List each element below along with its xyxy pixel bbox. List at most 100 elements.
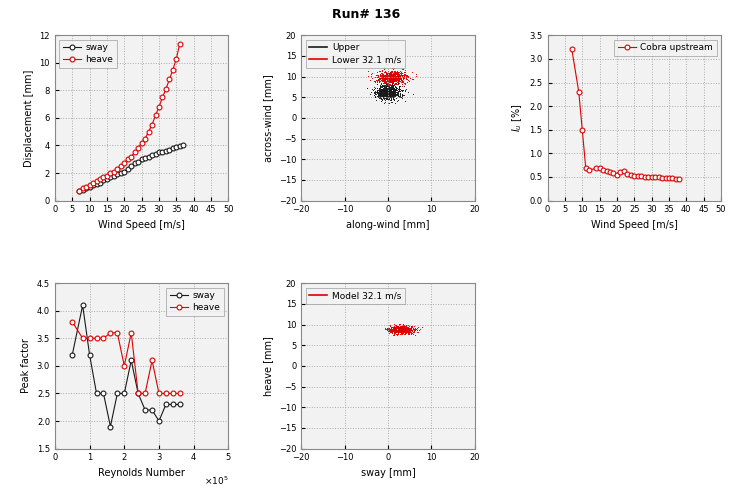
Point <box>386 74 397 82</box>
Point <box>378 90 390 98</box>
Point <box>374 90 386 98</box>
Point <box>392 325 403 333</box>
Point <box>386 325 397 333</box>
Point <box>385 68 397 76</box>
Point <box>373 77 385 85</box>
Point <box>383 324 395 332</box>
Point <box>379 68 391 76</box>
Point <box>393 75 405 83</box>
Point <box>383 74 395 82</box>
Point <box>378 87 390 95</box>
Point <box>400 326 411 334</box>
Point <box>378 84 390 92</box>
Point <box>390 70 402 78</box>
Point <box>389 325 401 333</box>
Point <box>388 87 400 95</box>
Point <box>385 73 397 81</box>
Point <box>386 326 398 334</box>
Point <box>389 74 401 82</box>
Point <box>379 87 391 95</box>
Point <box>386 72 398 80</box>
Point <box>382 89 394 97</box>
Y-axis label: $I_u$ [%]: $I_u$ [%] <box>510 104 524 132</box>
Point <box>389 72 401 80</box>
Point <box>389 77 400 85</box>
Point <box>370 71 381 79</box>
Point <box>391 76 403 84</box>
Point <box>388 328 400 336</box>
Point <box>386 93 398 101</box>
Point <box>387 83 399 91</box>
Point <box>398 72 410 80</box>
Point <box>373 84 384 92</box>
Point <box>377 93 389 101</box>
Point <box>388 76 400 84</box>
Point <box>389 323 400 331</box>
Point <box>379 90 391 98</box>
Point <box>392 73 403 81</box>
Point <box>377 91 389 99</box>
Point <box>383 71 395 79</box>
Point <box>394 71 406 79</box>
Point <box>389 87 400 95</box>
Point <box>395 75 407 83</box>
Point <box>390 325 402 333</box>
Point <box>372 71 384 79</box>
Point <box>379 87 391 95</box>
Point <box>391 70 403 78</box>
Point <box>387 327 399 335</box>
Point <box>402 324 414 332</box>
Point <box>374 91 386 99</box>
Point <box>387 324 399 332</box>
Point <box>392 84 403 92</box>
Point <box>383 92 395 100</box>
Point <box>383 87 395 95</box>
Point <box>381 71 392 79</box>
Point <box>384 88 396 96</box>
Point <box>376 69 388 77</box>
Point <box>376 86 388 94</box>
heave <box>82 184 91 190</box>
Point <box>379 82 391 90</box>
Point <box>381 94 392 102</box>
Point <box>388 88 400 96</box>
Point <box>373 75 384 83</box>
Point <box>391 325 403 333</box>
Point <box>387 72 399 80</box>
Point <box>386 89 398 97</box>
Point <box>383 80 395 88</box>
Point <box>370 80 382 88</box>
Point <box>378 84 389 92</box>
Point <box>402 72 414 80</box>
Point <box>378 93 390 101</box>
Point <box>381 70 392 78</box>
Point <box>369 93 381 101</box>
Point <box>384 71 395 79</box>
Point <box>392 91 403 99</box>
Point <box>379 98 391 106</box>
Point <box>397 325 408 333</box>
Point <box>397 325 408 333</box>
Point <box>382 89 394 97</box>
Point <box>395 327 406 335</box>
Point <box>402 325 414 333</box>
Point <box>397 73 408 81</box>
Point <box>374 74 386 82</box>
Point <box>400 326 411 334</box>
Point <box>396 326 408 334</box>
Point <box>400 86 411 94</box>
Point <box>377 89 389 97</box>
Point <box>384 78 396 86</box>
Point <box>389 75 401 83</box>
sway <box>120 391 129 397</box>
Point <box>374 82 386 90</box>
Point <box>391 76 403 84</box>
Point <box>378 84 390 92</box>
Point <box>409 331 421 339</box>
Point <box>381 89 392 97</box>
Point <box>382 84 394 92</box>
Point <box>376 87 387 95</box>
Point <box>383 73 395 81</box>
Point <box>395 323 406 331</box>
Point <box>400 74 411 82</box>
